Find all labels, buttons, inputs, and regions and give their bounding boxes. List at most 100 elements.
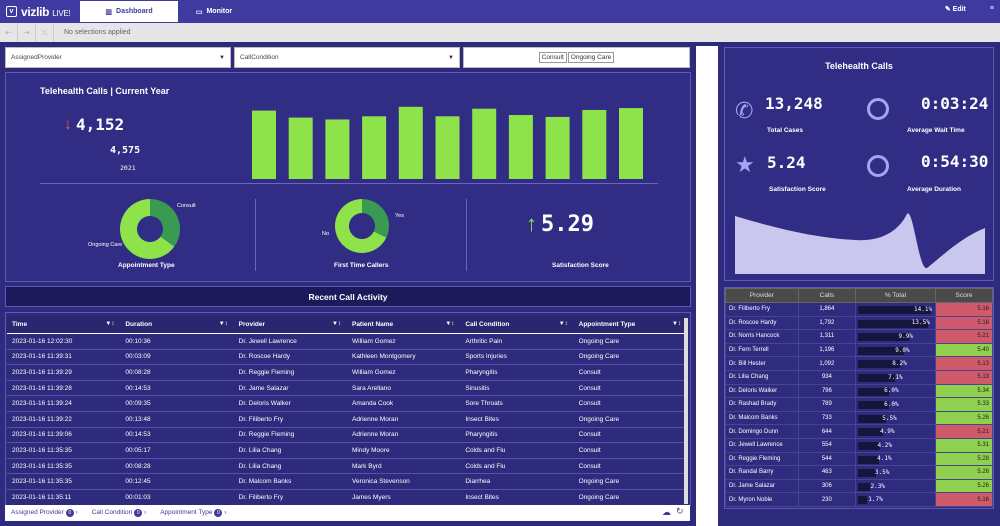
bar-5[interactable]: [435, 116, 460, 179]
table-row[interactable]: 2023-01-16 12:02:30 00:10:36 Dr. Jewell La…: [7, 333, 687, 350]
forward-selection-button[interactable]: ⇢: [18, 23, 36, 42]
bar-1[interactable]: [288, 117, 313, 179]
table-row[interactable]: 2023-01-16 11:35:35 00:05:17 Dr. Lilia Cha…: [7, 442, 687, 459]
table-row[interactable]: 2023-01-16 11:39:29 00:08:28 Dr. Reggie Fl…: [7, 364, 687, 381]
provider-name: Dr. Jame Salazar: [725, 478, 799, 494]
table-row[interactable]: 2023-01-16 11:35:35 00:08:28 Dr. Lilia Cha…: [7, 458, 687, 475]
column-header[interactable]: Time ▼↕: [7, 316, 121, 334]
yes-slice[interactable]: [362, 199, 389, 238]
scrollbar[interactable]: [684, 318, 688, 504]
appointment-type-donut[interactable]: [118, 197, 182, 261]
provider-row[interactable]: Dr. Rashad Brady 789 6.0% 5.33: [725, 397, 993, 412]
column-header[interactable]: Patient Name ▼↕: [346, 316, 461, 334]
provider-row[interactable]: Dr. Bill Hester 1,092 8.2% 5.13: [725, 356, 993, 371]
download-icon[interactable]: ☁: [662, 507, 671, 517]
bar-0[interactable]: [252, 110, 276, 179]
provider-row[interactable]: Dr. Lilia Chang 934 7.1% 5.13: [725, 369, 993, 385]
table-row[interactable]: 2023-01-16 11:35:35 00:12:45 Dr. Malcom Ba…: [7, 473, 687, 490]
provider-row[interactable]: Dr. Malcom Banks 733 5.5% 5.26: [725, 410, 993, 426]
provider-column-header[interactable]: Score: [935, 288, 993, 303]
column-header-label: Appointment Type: [578, 321, 636, 328]
pct-bar: [858, 346, 905, 355]
no-slice[interactable]: [335, 199, 387, 253]
bar-10[interactable]: [619, 108, 643, 179]
provider-row[interactable]: Dr. Norris Hancock 1,311 9.9% 5.21: [725, 329, 993, 344]
refresh-icon[interactable]: ↻: [676, 506, 684, 516]
table-row[interactable]: 2023-01-16 11:39:22 00:13:48 Dr. Filiberto…: [7, 411, 687, 428]
no-label: No: [322, 231, 330, 237]
provider-row[interactable]: Dr. Jame Salazar 306 2.3% 5.26: [725, 478, 993, 494]
assigned-provider-filter[interactable]: AssignedProvider ▼: [5, 47, 231, 68]
tab-monitor[interactable]: ▭ Monitor: [184, 1, 244, 22]
table-row[interactable]: 2023-01-16 11:39:31 00:03:09 Dr. Roscoe Ha…: [7, 349, 687, 366]
clear-selection-button[interactable]: ⤫: [36, 23, 54, 42]
table-cell: 00:12:45: [120, 473, 234, 490]
bar-8[interactable]: [545, 116, 570, 179]
table-cell: Diarrhea: [460, 473, 574, 490]
table-cell: 00:09:35: [120, 395, 234, 412]
sort-filter-icon[interactable]: ▼↕: [672, 321, 681, 327]
provider-row[interactable]: Dr. Domingo Dunn 644 4.9% 5.21: [725, 424, 993, 439]
table-cell: 2023-01-16 11:39:29: [7, 364, 121, 381]
sort-filter-icon[interactable]: ▼↕: [105, 321, 115, 327]
provider-row[interactable]: Dr. Deloris Walker 796 6.0% 5.34: [725, 383, 993, 399]
bar-2[interactable]: [325, 119, 350, 179]
sort-filter-icon[interactable]: ▼↕: [332, 321, 341, 327]
bar-9[interactable]: [582, 109, 607, 179]
calls-bar-chart: [252, 106, 643, 179]
edit-label: Edit: [952, 6, 966, 13]
bar-6[interactable]: [472, 108, 497, 179]
back-selection-button[interactable]: ⇠: [0, 23, 18, 42]
consult-slice[interactable]: [150, 199, 180, 247]
sort-filter-icon[interactable]: ▼↕: [218, 321, 228, 327]
chip-ongoing-care[interactable]: Ongoing Care: [567, 52, 615, 63]
footer-filter-item[interactable]: Appointment Type 0 ›: [160, 509, 226, 517]
provider-table-panel: Provider Calls% Total Score Dr. Filiberto …: [724, 287, 994, 509]
provider-row[interactable]: Dr. Fern Terrell 1,196 9.0% 5.40: [725, 342, 993, 358]
column-header[interactable]: Appointment Type ▼↕: [573, 316, 687, 334]
table-cell: Consult: [573, 442, 687, 459]
provider-row[interactable]: Dr. Myron Noble 230 1.7% 5.16: [725, 492, 993, 507]
column-header[interactable]: Provider ▼↕: [233, 316, 347, 334]
provider-column-header[interactable]: Calls: [797, 288, 857, 303]
pct-label: 7.1%: [888, 373, 903, 381]
edit-button[interactable]: ✎ Edit: [945, 5, 966, 13]
table-cell: Ongoing Care: [573, 411, 687, 428]
table-row[interactable]: 2023-01-16 11:39:28 00:14:53 Dr. Jame Sala…: [7, 380, 687, 397]
bar-4[interactable]: [398, 106, 423, 179]
pct-label: 3.5%: [874, 468, 890, 476]
pct-bar: [858, 401, 889, 410]
call-condition-filter[interactable]: CallCondition ▼: [234, 47, 460, 68]
current-value: 4,152: [76, 115, 125, 134]
provider-row[interactable]: Dr. Randal Barry 463 3.5% 5.26: [725, 465, 993, 480]
tab-dashboard[interactable]: ▥ Dashboard: [80, 1, 178, 22]
first-time-callers-donut[interactable]: [333, 197, 391, 255]
footer-filter-item[interactable]: Assigned Provider 0 ›: [11, 509, 78, 517]
table-row[interactable]: 2023-01-16 11:39:24 00:09:35 Dr. Deloris W…: [7, 395, 687, 412]
provider-name: Dr. Reggie Fleming: [725, 451, 799, 467]
menu-icon[interactable]: ≡: [989, 5, 994, 12]
bar-7[interactable]: [508, 115, 533, 179]
provider-row[interactable]: Dr. Jewell Lawrence 554 4.2% 5.31: [725, 437, 993, 453]
table-cell: Ongoing Care: [573, 333, 687, 350]
ongoing-care-slice[interactable]: [120, 199, 175, 259]
table-row[interactable]: 2023-01-16 11:35:11 00:01:03 Dr. Filiberto…: [7, 489, 687, 504]
avg-wait-value: 0:03:24: [921, 94, 989, 113]
column-header[interactable]: Call Condition ▼↕: [460, 316, 574, 334]
chevron-right-icon: ›: [142, 509, 147, 516]
provider-row[interactable]: Dr. Filiberto Fry 1,864 14.1% 5.16: [725, 302, 993, 317]
bar-3[interactable]: [362, 116, 387, 179]
sort-filter-icon[interactable]: ▼↕: [558, 321, 568, 327]
provider-row[interactable]: Dr. Reggie Fleming 544 4.1% 5.28: [725, 451, 993, 467]
footer-filter-item[interactable]: Call Condition 0 ›: [92, 509, 146, 517]
provider-column-header[interactable]: Provider: [725, 288, 799, 303]
column-header[interactable]: Duration ▼↕: [120, 316, 234, 334]
chip-consult[interactable]: Consult: [538, 52, 567, 63]
pct-label: 8.2%: [892, 360, 907, 368]
provider-score: 5.13: [935, 356, 993, 371]
provider-pct-cell: 9.9%: [854, 329, 937, 344]
provider-column-header[interactable]: % Total: [854, 288, 937, 303]
sort-filter-icon[interactable]: ▼↕: [445, 321, 455, 327]
provider-row[interactable]: Dr. Roscoe Hardy 1,792 13.5% 5.16: [725, 315, 993, 331]
table-row[interactable]: 2023-01-16 11:39:06 00:14:53 Dr. Reggie Fl…: [7, 427, 687, 444]
